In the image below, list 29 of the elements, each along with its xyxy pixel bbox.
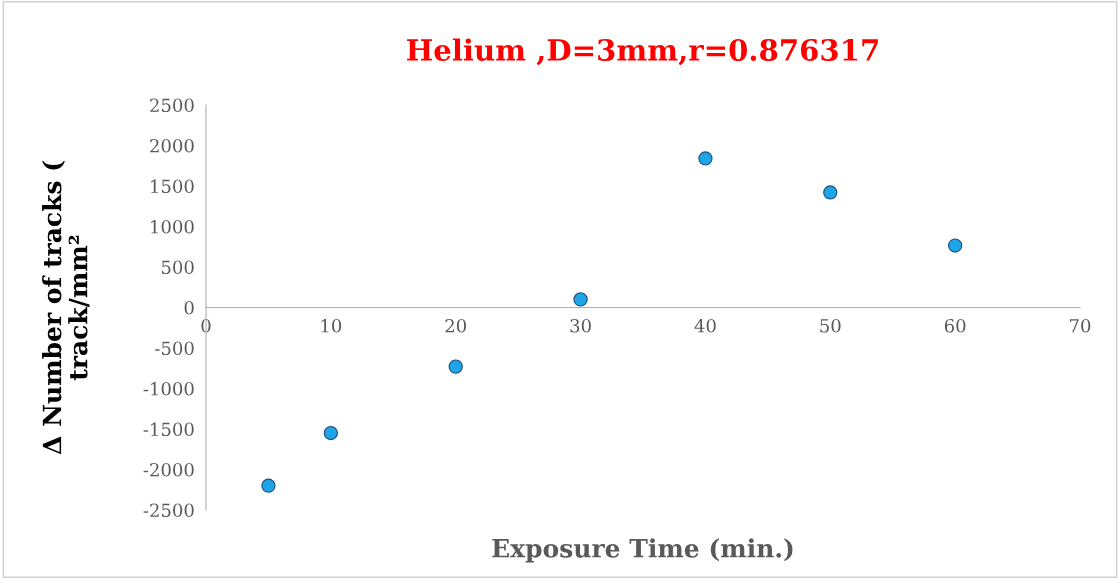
point [573,292,588,307]
y-tick-label: -2000 [143,462,194,477]
x-tick-label: 20 [445,318,466,333]
y-tick-label: 2000 [150,138,194,153]
y-tick-label: 1000 [151,219,194,234]
x-axis-title: Exposure Time (min.) [492,538,793,563]
x-tick-label: 40 [694,318,716,333]
y-tick-label: -500 [155,341,194,356]
x-tick-label: 70 [1070,318,1091,333]
x-tick-label: 50 [820,318,841,333]
x-tick-label: 30 [570,318,591,333]
x-tick-label: 0 [201,318,211,333]
y-tick-label: -2500 [143,503,194,518]
chart-title: Helium ,D=3mm,r=0.876317 [407,38,878,66]
x-tick-label: 60 [944,318,966,333]
point [448,359,463,374]
y-tick-label: 0 [184,300,194,315]
y-tick-label: -1500 [143,422,194,437]
y-axis-title: Δ Number of tracks ( track/mm² [42,161,90,455]
point [698,151,713,166]
point [947,238,963,253]
y-tick-label: 500 [161,260,194,275]
point [323,425,339,441]
y-tick-label: -1000 [143,381,194,396]
x-tick-label: 10 [321,318,342,333]
y-tick-label: 1500 [151,179,194,194]
point [261,478,276,493]
y-tick-label: 2500 [150,98,194,113]
point [823,185,838,200]
